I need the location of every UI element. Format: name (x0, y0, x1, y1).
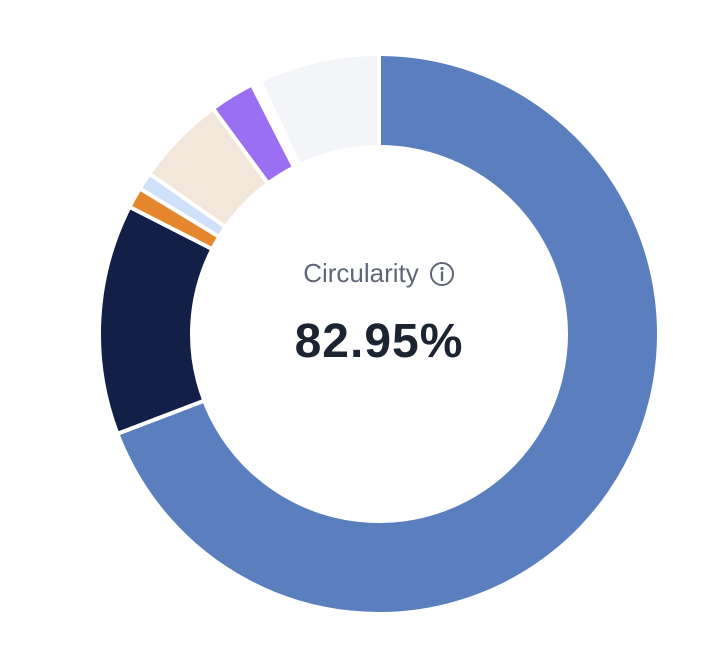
center-value: 82.95% (294, 315, 464, 368)
info-icon[interactable] (429, 261, 455, 287)
center-label-row: Circularity (229, 258, 529, 289)
donut-slice-8[interactable] (257, 52, 381, 167)
donut-slice-1[interactable] (115, 52, 661, 616)
center-label: Circularity (303, 258, 419, 288)
